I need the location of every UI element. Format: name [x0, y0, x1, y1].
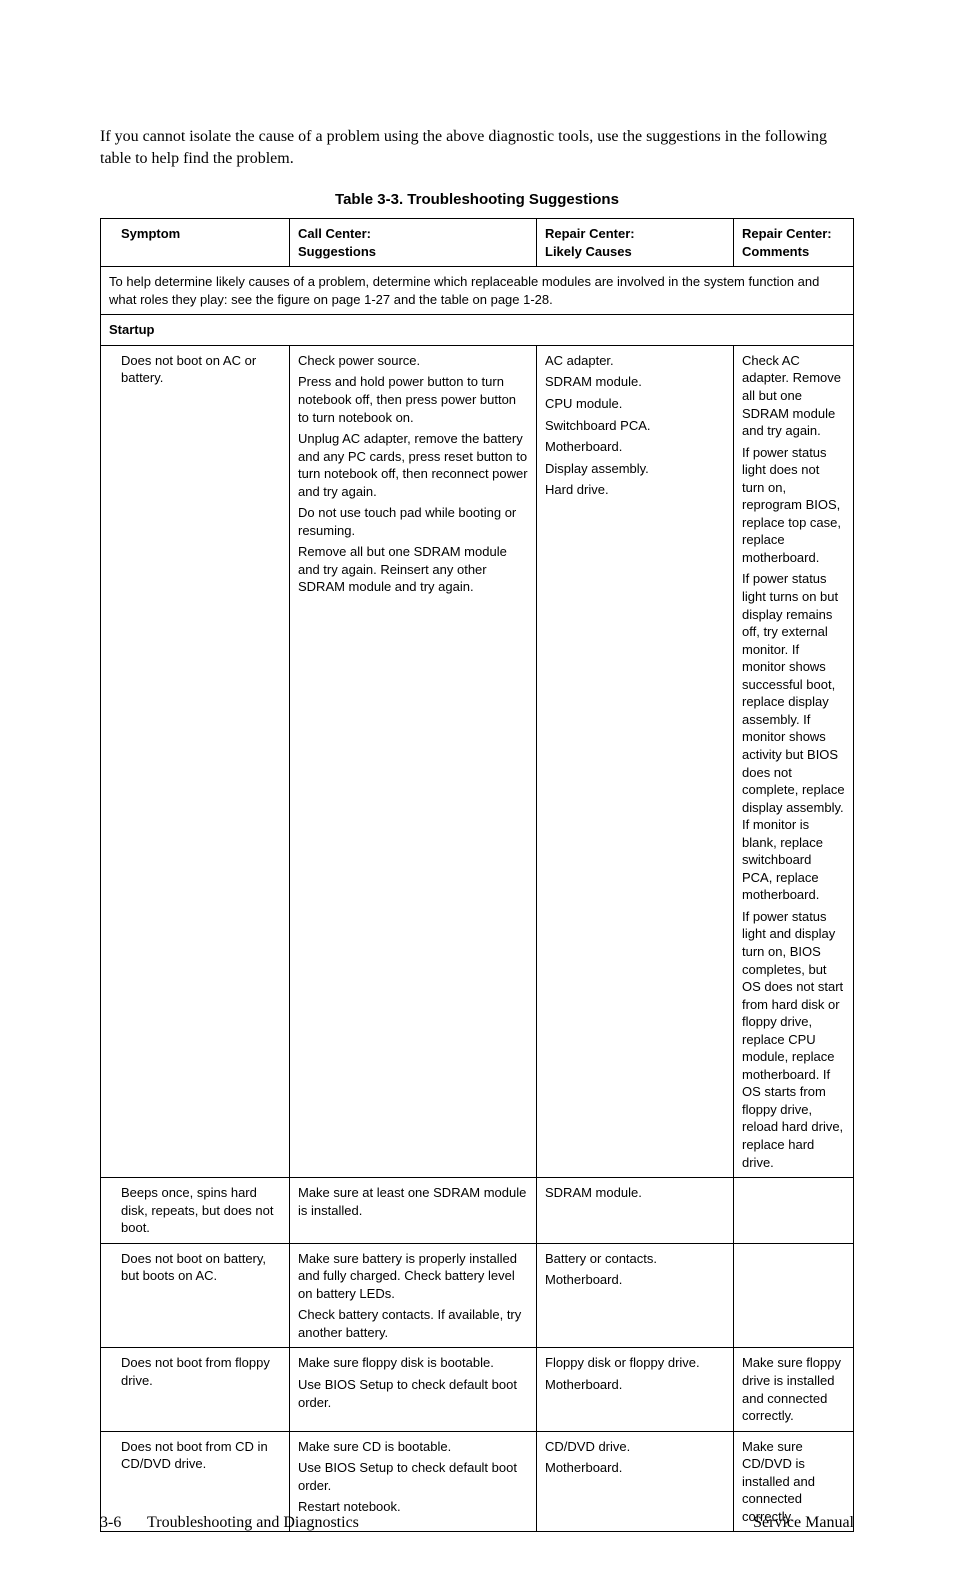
- cell-suggestions: Check power source. Press and hold power…: [290, 345, 537, 1177]
- table-row: Beeps once, spins hard disk, repeats, bu…: [101, 1178, 854, 1244]
- cell-symptom: Does not boot on battery, but boots on A…: [101, 1243, 290, 1348]
- text: Use BIOS Setup to check default boot ord…: [298, 1376, 528, 1411]
- cell-comments: [734, 1243, 854, 1348]
- text: Remove all but one SDRAM module and try …: [298, 543, 528, 596]
- text: Make sure battery is properly installed …: [298, 1250, 528, 1303]
- text: Battery or contacts.: [545, 1250, 725, 1268]
- text: CPU module.: [545, 395, 725, 413]
- text: Press and hold power button to turn note…: [298, 373, 528, 426]
- text: SDRAM module.: [545, 1184, 725, 1202]
- note-cell: To help determine likely causes of a pro…: [101, 267, 854, 315]
- th-symptom-label: Symptom: [121, 225, 281, 243]
- th-suggestions-l2: Suggestions: [298, 243, 528, 261]
- text: CD/DVD drive.: [545, 1438, 725, 1456]
- section-row-startup: Startup: [101, 315, 854, 346]
- th-causes: Repair Center: Likely Causes: [537, 219, 734, 267]
- th-suggestions-l1: Call Center:: [298, 225, 528, 243]
- cell-comments: [734, 1178, 854, 1244]
- th-comments-l1: Repair Center:: [742, 225, 845, 243]
- text: Switchboard PCA.: [545, 417, 725, 435]
- footer-right: Service Manual: [753, 1514, 854, 1532]
- th-causes-l1: Repair Center:: [545, 225, 725, 243]
- text: Unplug AC adapter, remove the battery an…: [298, 430, 528, 500]
- page: If you cannot isolate the cause of a pro…: [0, 0, 954, 1592]
- th-comments-l2: Comments: [742, 243, 845, 261]
- text: If power status light and display turn o…: [742, 908, 845, 1171]
- text: Motherboard.: [545, 1459, 725, 1477]
- th-comments: Repair Center: Comments: [734, 219, 854, 267]
- text: Motherboard.: [545, 438, 725, 456]
- table-row: Does not boot from floppy drive. Make su…: [101, 1348, 854, 1431]
- page-number: 3-6: [100, 1514, 121, 1531]
- text: Hard drive.: [545, 481, 725, 499]
- th-symptom: Symptom: [101, 219, 290, 267]
- footer-section: Troubleshooting and Diagnostics: [147, 1514, 359, 1531]
- text: Make sure at least one SDRAM module is i…: [298, 1184, 528, 1219]
- text: AC adapter.: [545, 352, 725, 370]
- text: Floppy disk or floppy drive.: [545, 1354, 725, 1372]
- cell-causes: SDRAM module.: [537, 1178, 734, 1244]
- cell-symptom: Beeps once, spins hard disk, repeats, bu…: [101, 1178, 290, 1244]
- cell-causes: Floppy disk or floppy drive. Motherboard…: [537, 1348, 734, 1431]
- text: Make sure floppy drive is installed and …: [742, 1354, 845, 1424]
- th-suggestions: Call Center: Suggestions: [290, 219, 537, 267]
- cell-comments: Check AC adapter. Remove all but one SDR…: [734, 345, 854, 1177]
- note-row: To help determine likely causes of a pro…: [101, 267, 854, 315]
- table-row: Does not boot on battery, but boots on A…: [101, 1243, 854, 1348]
- cell-suggestions: Make sure at least one SDRAM module is i…: [290, 1178, 537, 1244]
- cell-causes: AC adapter. SDRAM module. CPU module. Sw…: [537, 345, 734, 1177]
- table-caption: Table 3-3. Troubleshooting Suggestions: [100, 191, 854, 208]
- text: Do not use touch pad while booting or re…: [298, 504, 528, 539]
- text: If power status light does not turn on, …: [742, 444, 845, 567]
- text: Check power source.: [298, 352, 528, 370]
- text: Motherboard.: [545, 1376, 725, 1394]
- text: Check battery contacts. If available, tr…: [298, 1306, 528, 1341]
- intro-paragraph: If you cannot isolate the cause of a pro…: [100, 126, 854, 169]
- th-causes-l2: Likely Causes: [545, 243, 725, 261]
- text: Display assembly.: [545, 460, 725, 478]
- text: Motherboard.: [545, 1271, 725, 1289]
- cell-symptom: Does not boot from floppy drive.: [101, 1348, 290, 1431]
- text: Make sure CD/DVD is installed and connec…: [742, 1438, 845, 1526]
- text: Use BIOS Setup to check default boot ord…: [298, 1459, 528, 1494]
- section-cell-startup: Startup: [101, 315, 854, 346]
- text: Restart notebook.: [298, 1498, 528, 1516]
- text: Make sure CD is bootable.: [298, 1438, 528, 1456]
- cell-causes: Battery or contacts. Motherboard.: [537, 1243, 734, 1348]
- troubleshooting-table: Symptom Call Center: Suggestions Repair …: [100, 218, 854, 1532]
- table-header-row: Symptom Call Center: Suggestions Repair …: [101, 219, 854, 267]
- text: Check AC adapter. Remove all but one SDR…: [742, 352, 845, 440]
- cell-symptom: Does not boot on AC or battery.: [101, 345, 290, 1177]
- cell-suggestions: Make sure battery is properly installed …: [290, 1243, 537, 1348]
- text: SDRAM module.: [545, 373, 725, 391]
- page-footer: 3-6 Troubleshooting and Diagnostics Serv…: [100, 1514, 854, 1532]
- cell-comments: Make sure floppy drive is installed and …: [734, 1348, 854, 1431]
- table-row: Does not boot on AC or battery. Check po…: [101, 345, 854, 1177]
- cell-suggestions: Make sure floppy disk is bootable. Use B…: [290, 1348, 537, 1431]
- footer-left: 3-6 Troubleshooting and Diagnostics: [100, 1514, 359, 1532]
- text: If power status light turns on but displ…: [742, 570, 845, 903]
- text: Make sure floppy disk is bootable.: [298, 1354, 528, 1372]
